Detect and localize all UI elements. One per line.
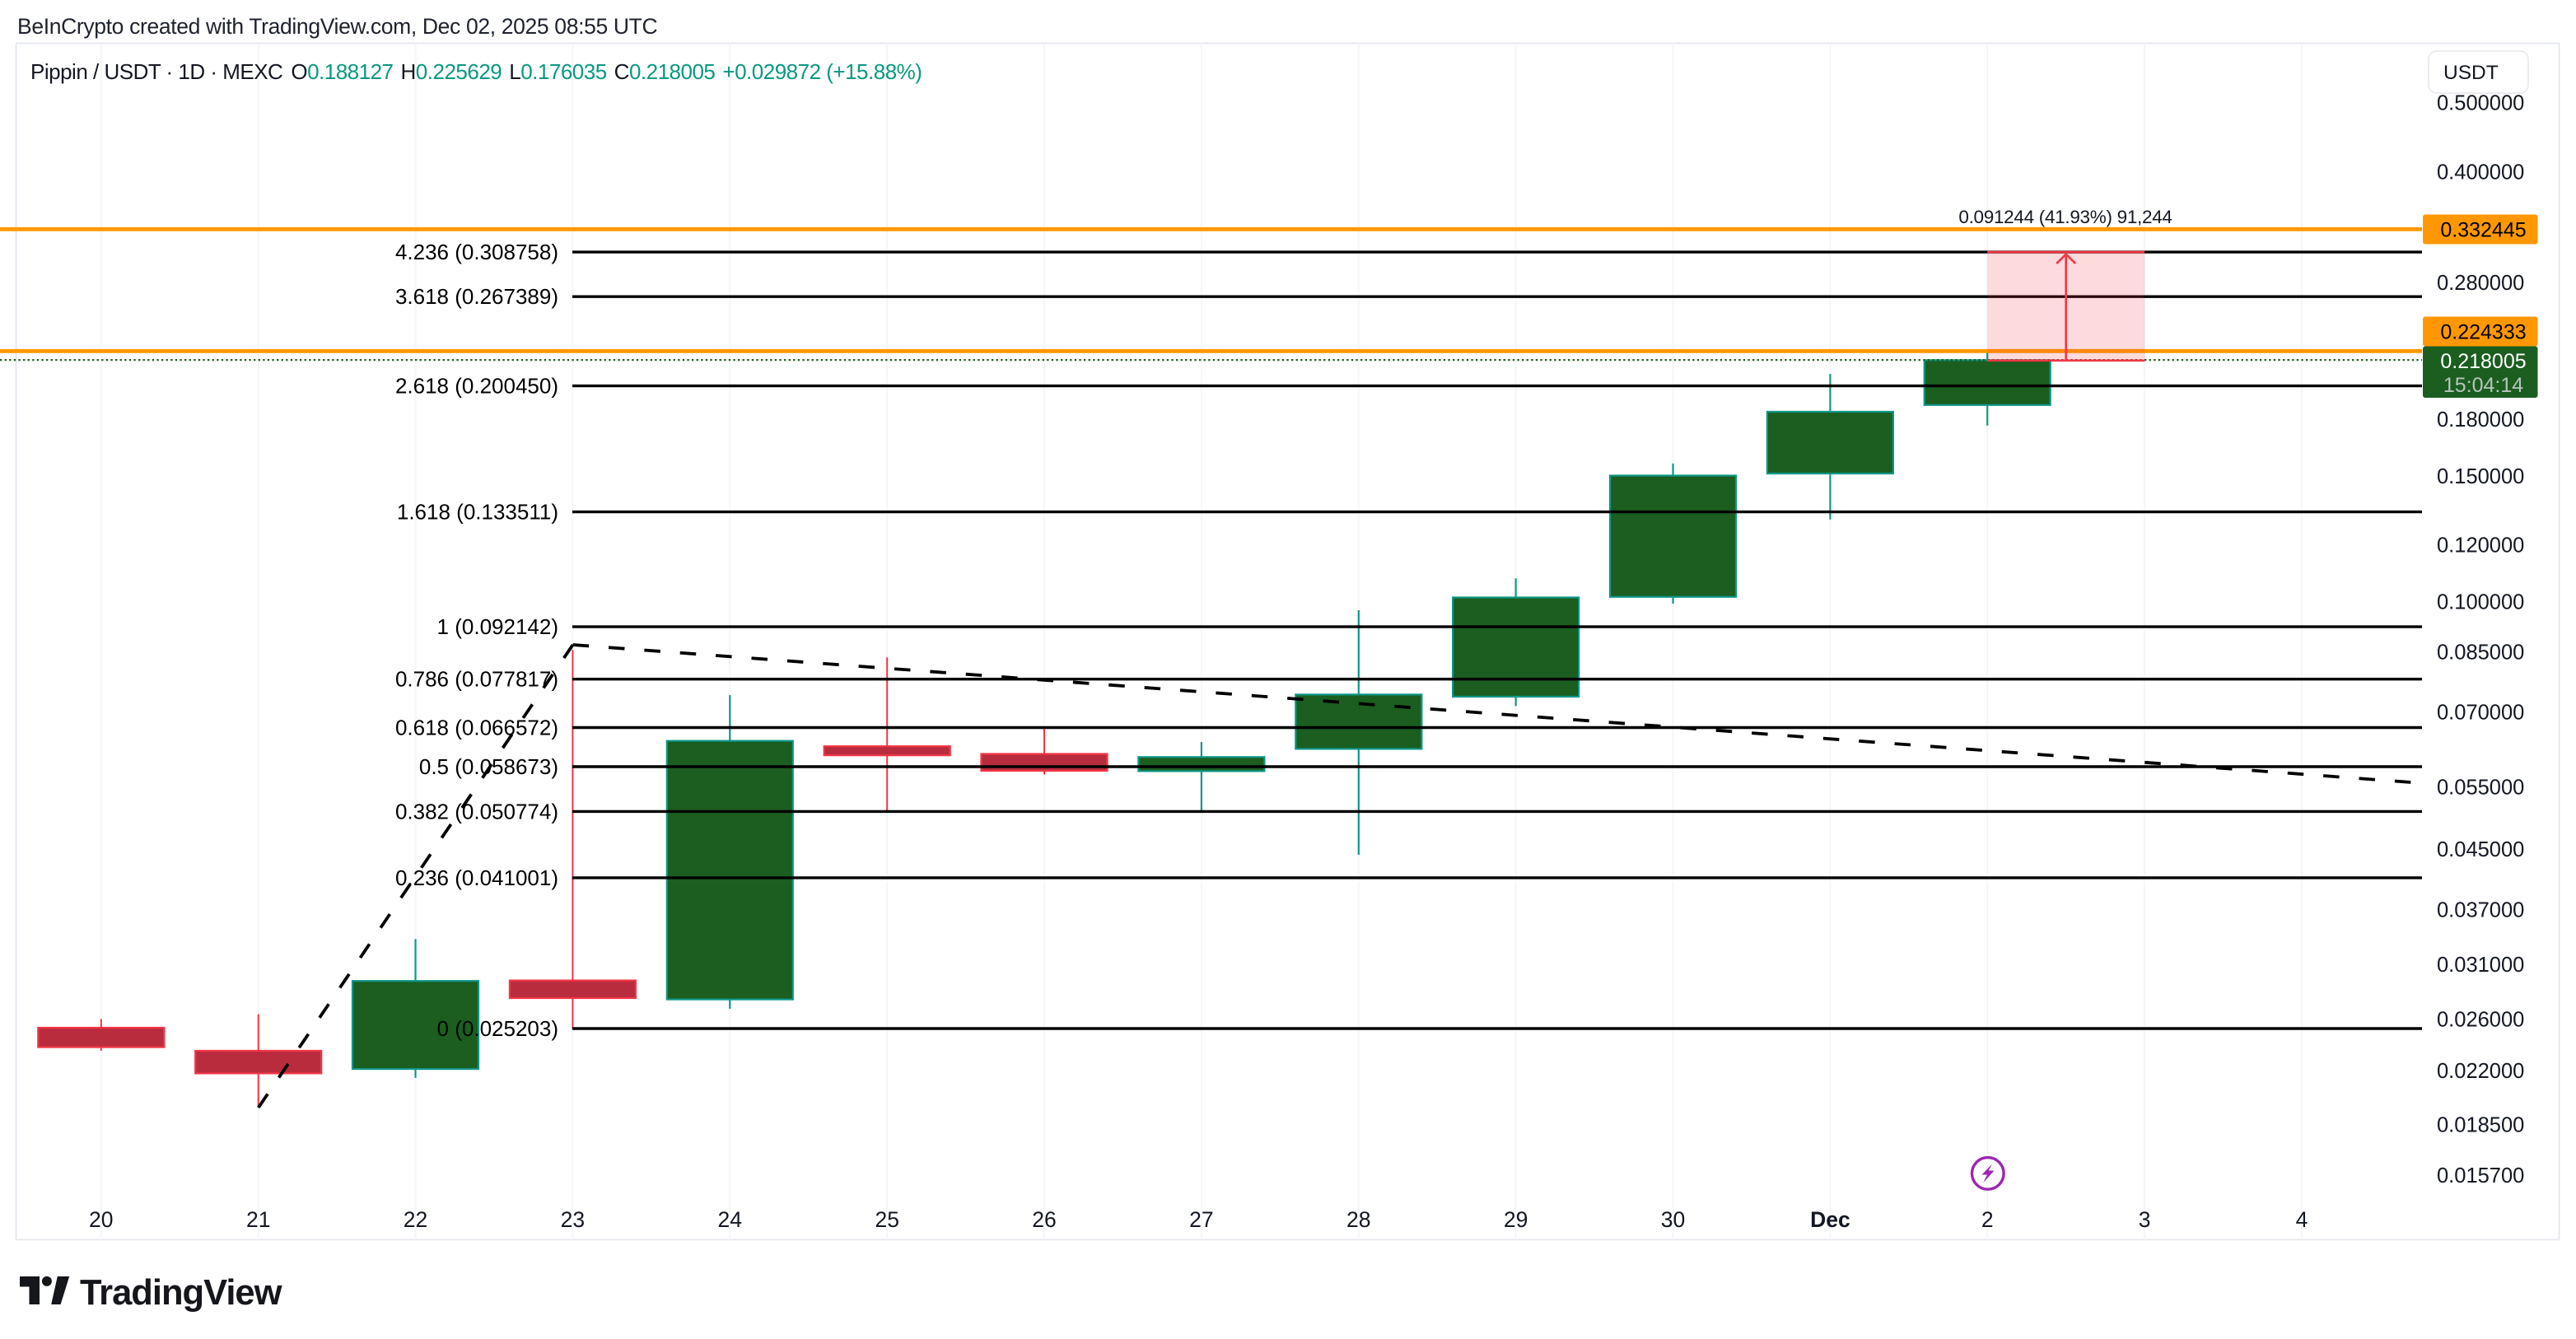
svg-text:0.180000: 0.180000 [2437, 408, 2524, 432]
svg-text:4.236 (0.308758): 4.236 (0.308758) [395, 240, 558, 264]
svg-text:0.045000: 0.045000 [2437, 838, 2524, 861]
svg-text:28: 28 [1346, 1207, 1370, 1232]
svg-text:0.150000: 0.150000 [2437, 465, 2524, 488]
svg-text:0.786 (0.077817): 0.786 (0.077817) [395, 667, 558, 692]
svg-text:0.026000: 0.026000 [2437, 1008, 2524, 1031]
svg-text:0.015700: 0.015700 [2437, 1164, 2524, 1187]
svg-text:0.332445: 0.332445 [2440, 219, 2526, 242]
svg-text:29: 29 [1504, 1207, 1528, 1232]
svg-text:0.022000: 0.022000 [2437, 1060, 2524, 1083]
svg-text:21: 21 [246, 1207, 270, 1232]
svg-text:0.091244 (41.93%) 91,244: 0.091244 (41.93%) 91,244 [1958, 207, 2172, 227]
svg-text:25: 25 [875, 1207, 898, 1232]
svg-text:3: 3 [2139, 1207, 2151, 1232]
svg-text:0.236 (0.041001): 0.236 (0.041001) [395, 865, 558, 890]
svg-text:USDT: USDT [2443, 62, 2499, 84]
svg-text:1.618 (0.133511): 1.618 (0.133511) [397, 500, 558, 525]
svg-text:22: 22 [404, 1207, 427, 1232]
svg-text:0.055000: 0.055000 [2437, 776, 2524, 799]
svg-text:2: 2 [1981, 1207, 1994, 1232]
svg-text:4: 4 [2296, 1207, 2308, 1232]
svg-text:0.280000: 0.280000 [2437, 272, 2524, 295]
svg-text:Dec: Dec [1810, 1207, 1850, 1232]
svg-text:0.070000: 0.070000 [2437, 702, 2524, 725]
svg-text:0.400000: 0.400000 [2437, 161, 2524, 184]
svg-text:15:04:14: 15:04:14 [2443, 374, 2523, 397]
svg-text:0.031000: 0.031000 [2437, 954, 2524, 977]
svg-text:0.382 (0.050774): 0.382 (0.050774) [395, 799, 558, 823]
svg-text:1 (0.092142): 1 (0.092142) [437, 614, 558, 639]
svg-text:26: 26 [1032, 1207, 1056, 1232]
svg-text:0.500000: 0.500000 [2437, 92, 2524, 115]
svg-text:24: 24 [718, 1207, 742, 1232]
svg-text:2.618 (0.200450): 2.618 (0.200450) [395, 374, 558, 399]
svg-text:0.085000: 0.085000 [2437, 642, 2524, 665]
svg-text:0.018500: 0.018500 [2437, 1113, 2524, 1136]
svg-text:BeInCrypto created with Tradin: BeInCrypto created with TradingView.com,… [17, 14, 658, 39]
svg-text:0 (0.025203): 0 (0.025203) [437, 1016, 558, 1041]
svg-text:3.618 (0.267389): 3.618 (0.267389) [395, 284, 558, 309]
svg-text:23: 23 [561, 1207, 585, 1232]
svg-text:0.224333: 0.224333 [2440, 321, 2526, 344]
svg-text:27: 27 [1189, 1207, 1213, 1232]
svg-text:0.037000: 0.037000 [2437, 899, 2524, 922]
svg-text:0.120000: 0.120000 [2437, 534, 2524, 558]
svg-text:0.618 (0.066572): 0.618 (0.066572) [395, 716, 558, 740]
svg-text:30: 30 [1661, 1207, 1685, 1232]
svg-text:20: 20 [89, 1207, 113, 1232]
svg-text:0.218005: 0.218005 [2440, 350, 2526, 373]
svg-text:0.100000: 0.100000 [2437, 590, 2524, 614]
svg-text:TradingView: TradingView [80, 1273, 282, 1313]
